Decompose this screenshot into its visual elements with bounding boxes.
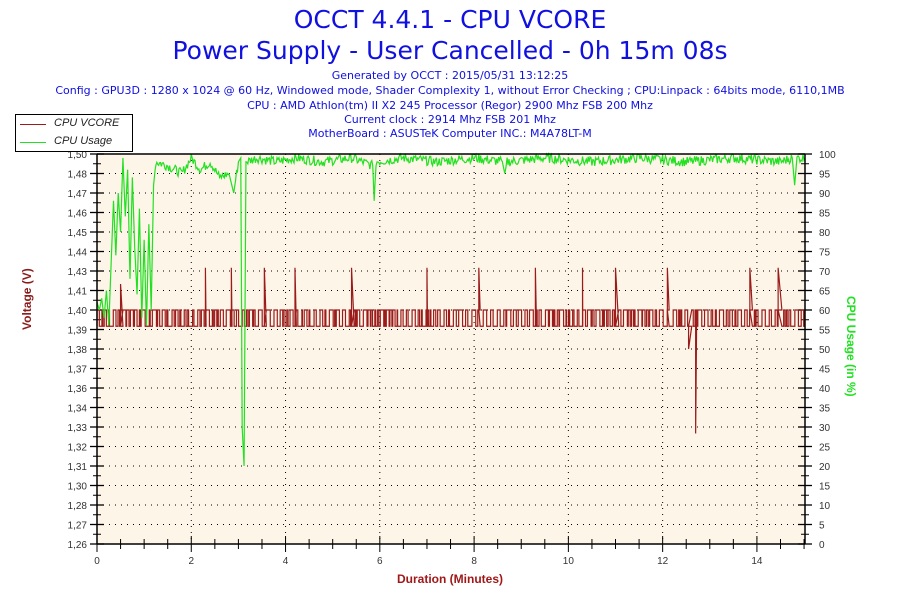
chart-title: OCCT 4.4.1 - CPU VCORE — [293, 5, 607, 34]
svg-text:1,27: 1,27 — [68, 521, 88, 532]
svg-text:10: 10 — [563, 556, 575, 567]
generated-info: Generated by OCCT : 2015/05/31 13:12:25 — [331, 69, 569, 82]
svg-text:1,45: 1,45 — [68, 228, 88, 239]
svg-text:100: 100 — [819, 150, 836, 161]
svg-text:1,31: 1,31 — [68, 462, 88, 473]
svg-text:1,37: 1,37 — [68, 365, 88, 376]
svg-text:70: 70 — [819, 267, 831, 278]
svg-text:1,30: 1,30 — [68, 482, 88, 493]
svg-text:40: 40 — [819, 384, 831, 395]
svg-text:1,32: 1,32 — [68, 443, 88, 454]
svg-text:1,47: 1,47 — [68, 189, 88, 200]
svg-text:2: 2 — [188, 556, 194, 567]
svg-text:55: 55 — [819, 326, 831, 337]
svg-text:30: 30 — [819, 423, 831, 434]
svg-text:1,33: 1,33 — [68, 423, 88, 434]
svg-text:45: 45 — [819, 365, 831, 376]
svg-text:1,44: 1,44 — [68, 248, 88, 259]
svg-text:1,36: 1,36 — [68, 384, 88, 395]
svg-text:6: 6 — [377, 556, 383, 567]
svg-text:65: 65 — [819, 287, 831, 298]
svg-text:14: 14 — [751, 556, 763, 567]
svg-text:1,38: 1,38 — [68, 345, 88, 356]
svg-text:50: 50 — [819, 345, 831, 356]
svg-text:25: 25 — [819, 443, 831, 454]
config-info: Config : GPU3D : 1280 x 1024 @ 60 Hz, Wi… — [55, 84, 845, 97]
svg-text:0: 0 — [94, 556, 100, 567]
legend-swatch-vcore — [20, 124, 46, 125]
legend-label: CPU Usage — [54, 135, 113, 147]
svg-text:85: 85 — [819, 209, 831, 220]
motherboard-info: MotherBoard : ASUSTeK Computer INC.: M4A… — [308, 127, 592, 140]
svg-text:1,46: 1,46 — [68, 209, 88, 220]
svg-text:15: 15 — [819, 482, 831, 493]
svg-text:1,39: 1,39 — [68, 326, 88, 337]
chart-subtitle: Power Supply - User Cancelled - 0h 15m 0… — [172, 36, 728, 65]
chart-legend: CPU VCORE CPU Usage — [15, 114, 133, 152]
svg-text:0: 0 — [819, 540, 825, 551]
svg-text:4: 4 — [283, 556, 289, 567]
y-axis-title: Voltage (V) — [20, 268, 34, 330]
svg-text:1,26: 1,26 — [68, 540, 88, 551]
legend-label: CPU VCORE — [54, 117, 120, 129]
cpu-info: CPU : AMD Athlon(tm) II X2 245 Processor… — [247, 99, 653, 112]
svg-text:90: 90 — [819, 189, 831, 200]
svg-text:35: 35 — [819, 404, 831, 415]
svg-text:1,50: 1,50 — [68, 150, 88, 161]
svg-text:1,40: 1,40 — [68, 306, 88, 317]
svg-text:1,41: 1,41 — [68, 287, 88, 298]
svg-text:5: 5 — [819, 521, 825, 532]
svg-text:60: 60 — [819, 306, 831, 317]
svg-text:1,43: 1,43 — [68, 267, 88, 278]
clock-info: Current clock : 2914 Mhz FSB 201 Mhz — [344, 113, 556, 126]
svg-text:20: 20 — [819, 462, 831, 473]
svg-text:75: 75 — [819, 248, 831, 259]
x-axis-title: Duration (Minutes) — [397, 572, 503, 586]
legend-item-usage: CPU Usage — [16, 134, 132, 150]
svg-text:12: 12 — [657, 556, 669, 567]
legend-swatch-usage — [20, 142, 46, 143]
svg-text:1,48: 1,48 — [68, 170, 88, 181]
svg-text:1,28: 1,28 — [68, 501, 88, 512]
y2-axis-title: CPU Usage (in %) — [844, 296, 858, 397]
svg-text:80: 80 — [819, 228, 831, 239]
legend-item-vcore: CPU VCORE — [16, 116, 132, 132]
svg-text:10: 10 — [819, 501, 831, 512]
svg-text:95: 95 — [819, 170, 831, 181]
svg-text:1,34: 1,34 — [68, 404, 88, 415]
svg-text:8: 8 — [471, 556, 477, 567]
